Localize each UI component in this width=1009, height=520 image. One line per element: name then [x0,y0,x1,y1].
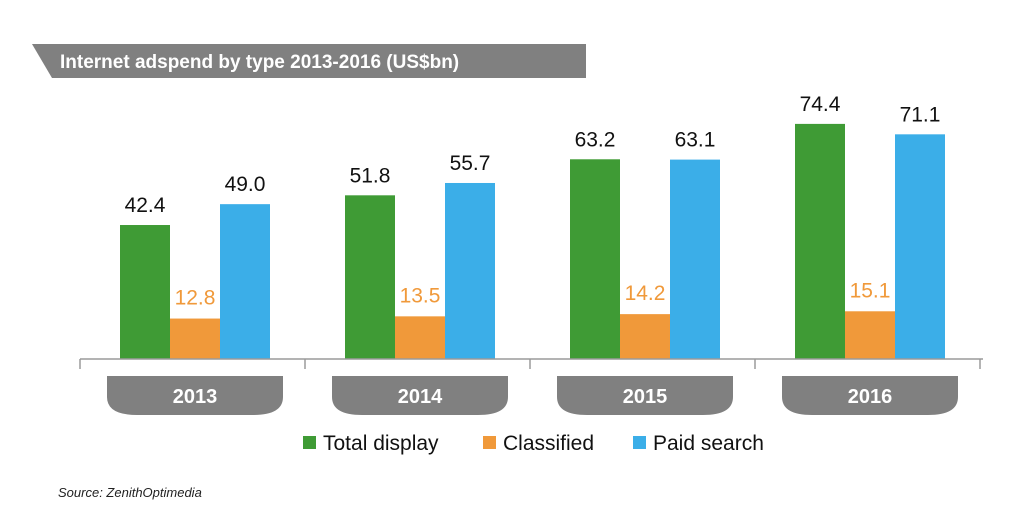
data-label: 12.8 [175,287,216,310]
axis-ticks [80,359,980,369]
category-label: 2013 [173,386,218,408]
bar-paid-search-2014 [445,183,495,359]
legend-label: Paid search [653,432,764,455]
bar-classified-2016 [845,311,895,359]
bar-paid-search-2013 [220,204,270,359]
data-label: 63.2 [575,128,616,151]
data-label: 42.4 [125,194,166,217]
legend-swatch [483,436,496,449]
category-label: 2016 [848,386,893,408]
data-label: 71.1 [900,103,941,126]
data-label: 15.1 [850,279,891,302]
bar-total-display-2016 [795,124,845,359]
chart: Internet adspend by type 2013-2016 (US$b… [0,0,1009,520]
bar-paid-search-2015 [670,160,720,359]
bar-total-display-2013 [120,225,170,359]
bar-classified-2013 [170,319,220,359]
data-label: 49.0 [225,173,266,196]
source-note: Source: ZenithOptimedia [58,485,202,500]
bar-classified-2015 [620,314,670,359]
data-label: 13.5 [400,284,441,307]
legend-swatch [633,436,646,449]
bar-total-display-2015 [570,159,620,359]
data-label: 74.4 [800,93,841,116]
data-label: 14.2 [625,282,666,305]
legend-label: Total display [323,432,439,455]
bars-layer: 42.4 12.8 49.0 51.8 13.5 55.7 63.2 14.2 63.1 74.4… [120,93,945,359]
bar-classified-2014 [395,316,445,359]
data-label: 51.8 [350,164,391,187]
legend: Total display Classified Paid search [303,432,764,455]
data-label: 55.7 [450,152,491,175]
category-label: 2015 [623,386,668,408]
category-tabs: 2013 2014 2015 2016 [107,376,958,415]
chart-title: Internet adspend by type 2013-2016 (US$b… [60,52,459,73]
category-label: 2014 [398,386,443,408]
bar-paid-search-2016 [895,134,945,359]
legend-swatch [303,436,316,449]
data-label: 63.1 [675,129,716,152]
bar-total-display-2014 [345,195,395,359]
legend-label: Classified [503,432,594,455]
